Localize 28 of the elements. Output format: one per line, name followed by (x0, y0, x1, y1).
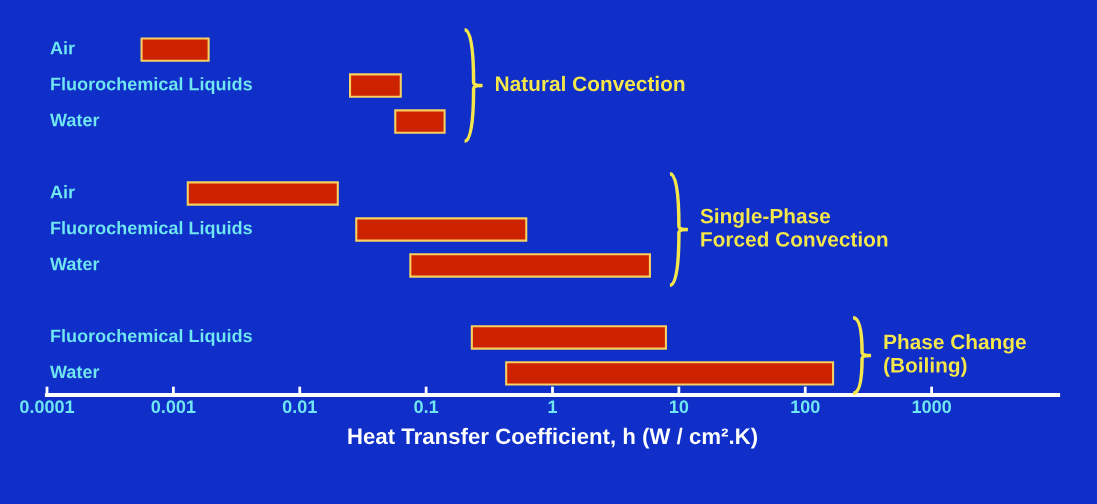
x-tick-label: 1000 (912, 400, 951, 414)
y-tick-label: Fluorochemical Liquids (51, 329, 252, 346)
annotation: Natural Convection (495, 75, 685, 92)
x-tick-label: 0.01 (282, 400, 317, 414)
x-tick-label: 0.1 (414, 400, 439, 414)
bar (505, 361, 835, 386)
bar (186, 181, 339, 206)
y-tick-label: Fluorochemical Liquids (51, 221, 252, 238)
x-tick-label: 100 (791, 400, 820, 414)
bar (409, 253, 651, 278)
x-tick-label: 0.001 (151, 400, 196, 414)
x-tick-label: 10 (669, 400, 689, 414)
bar (394, 109, 446, 134)
y-tick-label: Air (50, 41, 75, 55)
bar (470, 325, 667, 350)
y-tick-label: Water (50, 113, 100, 127)
y-tick-label: Water (50, 257, 100, 271)
y-tick-label: Air (50, 185, 75, 199)
y-tick-label: Water (50, 365, 100, 379)
x-tick-label: 1 (548, 400, 558, 413)
bar (140, 37, 210, 62)
bar (349, 73, 402, 98)
x-tick-label: 0.0001 (20, 400, 75, 414)
y-tick-label: Fluorochemical Liquids (51, 77, 252, 94)
x-axis-title: Heat Transfer Coefficient, h (W / cm².K) (348, 427, 757, 449)
annotation: Single-Phase Forced Convection (700, 208, 888, 247)
annotation: Phase Change (Boiling) (884, 334, 1026, 377)
bar (355, 217, 528, 242)
